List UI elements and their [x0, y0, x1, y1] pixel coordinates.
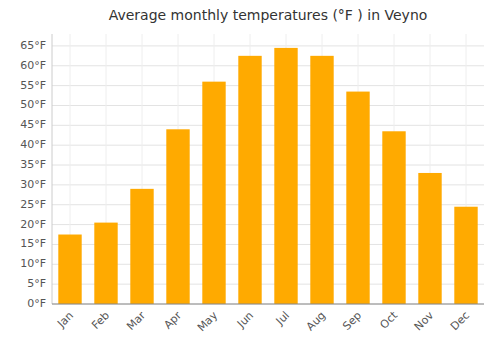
chart-container: Average monthly temperatures (°F ) in Ve…: [0, 0, 500, 350]
y-tick-label: 40°F: [20, 138, 46, 151]
y-tick-label: 65°F: [20, 39, 46, 52]
y-tick-label: 45°F: [20, 118, 46, 131]
bar: [58, 235, 81, 304]
bars: [58, 48, 477, 304]
x-tick-label: Sep: [340, 309, 364, 333]
bar: [454, 207, 477, 304]
y-grid-line: [52, 105, 484, 106]
bar: [310, 56, 333, 304]
y-grid-line: [52, 85, 484, 86]
grid: [52, 34, 484, 304]
bar: [166, 129, 189, 304]
y-tick-label: 30°F: [20, 178, 46, 191]
bar: [382, 131, 405, 304]
y-grid-line: [52, 165, 484, 166]
y-axis-line: [52, 34, 53, 304]
x-tick-label: May: [195, 309, 221, 335]
y-tick-label: 35°F: [20, 158, 46, 171]
chart-svg: Average monthly temperatures (°F ) in Ve…: [0, 0, 500, 350]
x-tick-label: Aug: [304, 309, 328, 333]
x-tick-label: Jul: [273, 309, 292, 328]
x-tick-label: Apr: [161, 309, 184, 332]
y-tick-label: 10°F: [20, 257, 46, 270]
x-axis-line: [52, 304, 484, 305]
y-tick-label: 25°F: [20, 198, 46, 211]
y-tick-label: 15°F: [20, 237, 46, 250]
y-axis: 0°F 5°F 10°F 15°F 20°F 25°F 30°F 35°F 40°F 45°F 50…: [20, 34, 52, 310]
y-grid-line: [52, 304, 484, 305]
bar: [238, 56, 261, 304]
y-grid-line: [52, 125, 484, 126]
y-grid-line: [52, 145, 484, 146]
bar: [418, 173, 441, 304]
bar: [346, 92, 369, 304]
bar: [202, 82, 225, 304]
bar: [94, 223, 117, 304]
x-tick-label: Nov: [412, 309, 437, 334]
y-tick-label: 20°F: [20, 218, 46, 231]
y-tick-label: 55°F: [20, 79, 46, 92]
y-tick-label: 0°F: [27, 297, 46, 310]
chart-title: Average monthly temperatures (°F ) in Ve…: [109, 7, 428, 23]
x-tick-label: Jan: [54, 309, 76, 331]
y-tick-label: 60°F: [20, 59, 46, 72]
x-tick-label: Jun: [234, 309, 256, 331]
bar: [274, 48, 297, 304]
y-tick-label: 50°F: [20, 98, 46, 111]
x-tick-label: Mar: [124, 309, 148, 333]
y-grid-line: [52, 45, 484, 46]
x-tick-label: Dec: [448, 309, 472, 333]
x-axis: Jan Feb Mar Apr May Jun Jul Aug Sep Oct Nov Dec: [52, 304, 484, 334]
bar: [130, 189, 153, 304]
x-tick-label: Feb: [89, 309, 112, 332]
x-tick-label: Oct: [377, 308, 400, 331]
y-tick-label: 5°F: [27, 277, 46, 290]
y-grid-line: [52, 65, 484, 66]
